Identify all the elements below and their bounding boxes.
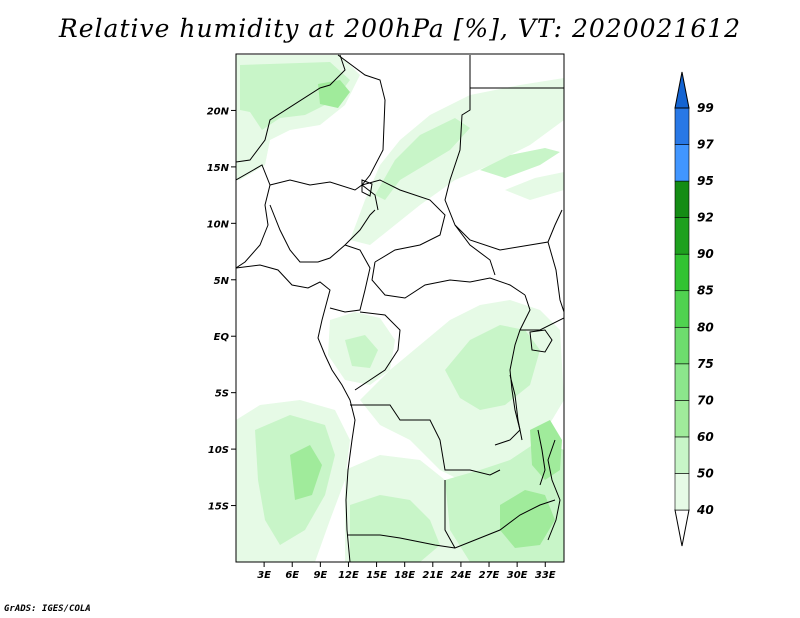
lon-tick-label: 33E [535,570,556,581]
colorbar-level-label: 70 [697,393,714,407]
colorbar-arrow-low [674,509,690,547]
lon-tick-label: 3E [257,570,271,581]
country-borders [236,54,564,562]
lon-tick-label: 30E [507,570,528,581]
humidity-area-west-coast-core [345,335,378,368]
lat-tick-label: 20N [207,106,230,117]
lat-tick-label: 10S [208,445,229,456]
lat-tick-label: EQ [214,332,230,343]
humidity-shading [236,55,564,562]
colorbar-level-label: 80 [697,320,714,334]
latitude-ticks: 20N 15N 10N 5N EQ 5S 10S 15S [207,106,236,513]
border-sudan-south [454,209,563,251]
colorbar-level-label: 90 [697,247,714,261]
lon-tick-label: 9E [313,570,327,581]
humidity-area-northwest-peak [318,80,350,108]
humidity-area-northeast-core [375,118,470,200]
colorbar-swatch [674,400,690,438]
colorbar-level-label: 95 [697,174,714,188]
lat-tick-label: 15N [207,163,230,174]
border-congo-drc [354,311,401,391]
colorbar-swatch [674,107,690,145]
lake-chad [361,179,373,197]
colorbar-level-label: 99 [697,101,714,115]
border-algeria-libya [236,54,346,163]
border-niger-north [337,54,386,186]
lon-tick-label: 6E [285,570,299,581]
border-cameroon [329,244,371,313]
lake-malawi [537,429,546,486]
lon-tick-label: 15E [366,570,387,581]
colorbar-level-label: 75 [697,357,714,371]
colorbar-swatch [674,217,690,255]
colorbar-level-label: 60 [697,430,714,444]
border-angola-south [347,534,456,549]
lon-tick-label: 24E [451,570,472,581]
colorbar-swatch [674,436,690,474]
colorbar: 40 50 60 70 75 80 85 90 92 95 97 99 [674,71,714,547]
border-tanzania [520,317,564,331]
humidity-area-central-core [445,325,540,410]
colorbar-swatch [674,180,690,218]
colorbar-level-label: 97 [697,138,714,152]
coastline-gulf-of-guinea [236,264,356,562]
border-mozambique [547,439,561,541]
colorbar-arrow-high [674,71,690,109]
colorbar-swatch [674,363,690,401]
grads-credit: GrADS: IGES/COLA [4,604,91,614]
colorbar-level-label: 50 [697,466,714,480]
colorbar-swatch [674,326,690,365]
border-libya-egypt [444,55,496,276]
colorbar-swatch [674,290,690,328]
colorbar-swatch [674,473,690,511]
humidity-area-northwest-core [240,62,350,130]
longitude-ticks: 3E 6E 9E 12E 15E 18E 21E 24E 27E 30E 33E [257,562,556,581]
border-chad [361,179,446,263]
lat-tick-label: 5S [215,389,229,400]
border-nigeria [269,204,376,263]
lon-tick-label: 12E [338,570,359,581]
lat-tick-label: 15S [208,502,229,513]
lake-victoria [529,329,553,353]
colorbar-swatch [674,253,690,292]
humidity-area-northeast-streak [480,148,560,178]
colorbar-level-label: 40 [696,503,714,517]
border-angola [350,404,501,476]
border-zambia [444,480,556,549]
humidity-area-south-core [350,495,440,562]
border-niger-south [269,179,379,211]
border-kenya [547,241,564,313]
map-frame [235,53,565,563]
humidity-area-northeast-streak-2 [505,172,564,200]
colorbar-swatch [674,144,690,182]
lat-tick-label: 5N [214,276,230,287]
map-title: Relative humidity at 200hPa [%], VT: 202… [58,14,742,43]
lat-tick-label: 10N [207,219,230,230]
humidity-area-mozambique [530,420,562,480]
lake-tanganyika [509,374,523,441]
lon-tick-label: 27E [479,570,500,581]
lon-tick-label: 18E [394,570,415,581]
humidity-area-northeast-band [350,78,564,245]
colorbar-level-label: 92 [697,211,714,225]
lon-tick-label: 21E [422,570,443,581]
colorbar-level-label: 85 [697,284,714,298]
coastline-west-africa [236,164,271,269]
border-car [371,261,526,299]
humidity-area-southwest-ocean-peak [290,445,322,500]
